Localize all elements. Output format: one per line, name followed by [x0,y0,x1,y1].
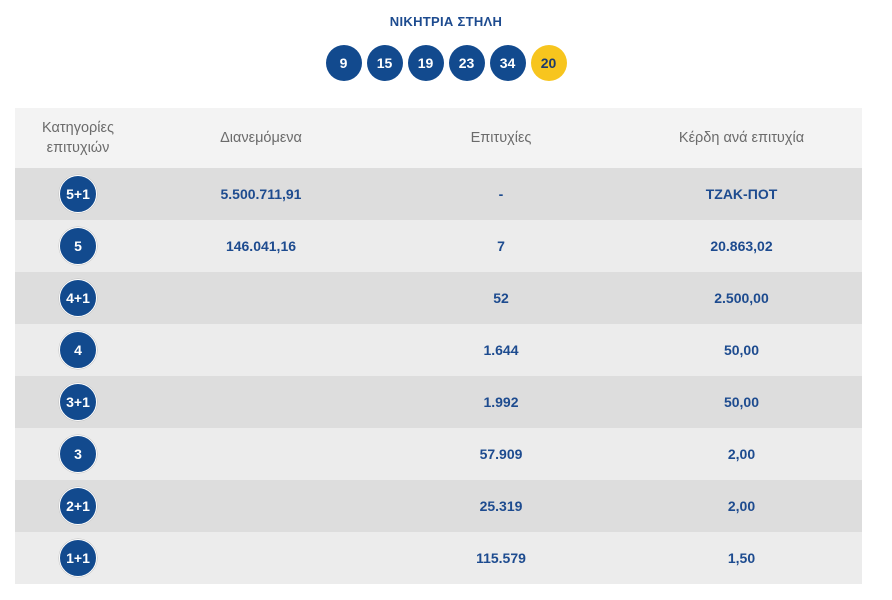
category-badge: 4 [59,331,97,369]
winners-cell: - [498,186,504,202]
winners-cell: 52 [493,290,509,306]
bonus-number-ball: 20 [530,45,567,81]
category-badge: 3 [59,435,97,473]
header-category: Κατηγορίες επιτυχιών [15,118,141,158]
header-category-line1: Κατηγορίες [42,120,114,136]
winning-numbers: 9 15 19 23 34 20 [0,45,892,81]
winners-cell: 7 [497,238,505,254]
winners-cell: 57.909 [479,446,523,462]
winners-cell: 115.579 [476,550,526,566]
distributed-cell: 146.041,16 [225,238,297,254]
table-header: Κατηγορίες επιτυχιών Διανεμόμενα Επιτυχί… [15,108,862,168]
header-winners: Επιτυχίες [470,130,532,146]
prize-cell: 1,50 [727,550,756,566]
table-row: 3 57.909 2,00 [15,428,862,480]
table-row: 1+1 115.579 1,50 [15,532,862,584]
winning-number-ball: 23 [448,45,485,81]
header-prize-per-winner: Κέρδη ανά επιτυχία [678,130,805,146]
winning-number-ball: 19 [407,45,444,81]
prize-table: Κατηγορίες επιτυχιών Διανεμόμενα Επιτυχί… [15,108,862,584]
header-distributed: Διανεμόμενα [220,130,302,146]
prize-cell: 2,00 [727,446,756,462]
table-row: 3+1 1.992 50,00 [15,376,862,428]
table-row: 5+1 5.500.711,91 - ΤΖΑΚ-ΠΟΤ [15,168,862,220]
category-badge: 4+1 [59,279,97,317]
category-badge: 2+1 [59,487,97,525]
header-category-line2: επιτυχιών [46,140,110,156]
category-badge: 3+1 [59,383,97,421]
prize-cell: 50,00 [723,342,760,358]
prize-cell: 50,00 [723,394,760,410]
winners-cell: 25.319 [479,498,523,514]
table-row: 4 1.644 50,00 [15,324,862,376]
winning-column-title: ΝΙΚΗΤΡΙΑ ΣΤΗΛΗ [389,14,503,29]
category-badge: 5 [59,227,97,265]
prize-cell: 2,00 [727,498,756,514]
prize-cell: ΤΖΑΚ-ΠΟΤ [705,186,778,202]
table-row: 2+1 25.319 2,00 [15,480,862,532]
category-badge: 1+1 [59,539,97,577]
table-row: 5 146.041,16 7 20.863,02 [15,220,862,272]
winning-number-ball: 9 [325,45,362,81]
table-row: 4+1 52 2.500,00 [15,272,862,324]
prize-cell: 2.500,00 [714,290,769,306]
winners-cell: 1.992 [483,394,519,410]
winning-number-ball: 34 [489,45,526,81]
category-badge: 5+1 [59,175,97,213]
distributed-cell: 5.500.711,91 [220,186,302,202]
prize-cell: 20.863,02 [710,238,773,254]
winning-number-ball: 15 [366,45,403,81]
winners-cell: 1.644 [483,342,519,358]
